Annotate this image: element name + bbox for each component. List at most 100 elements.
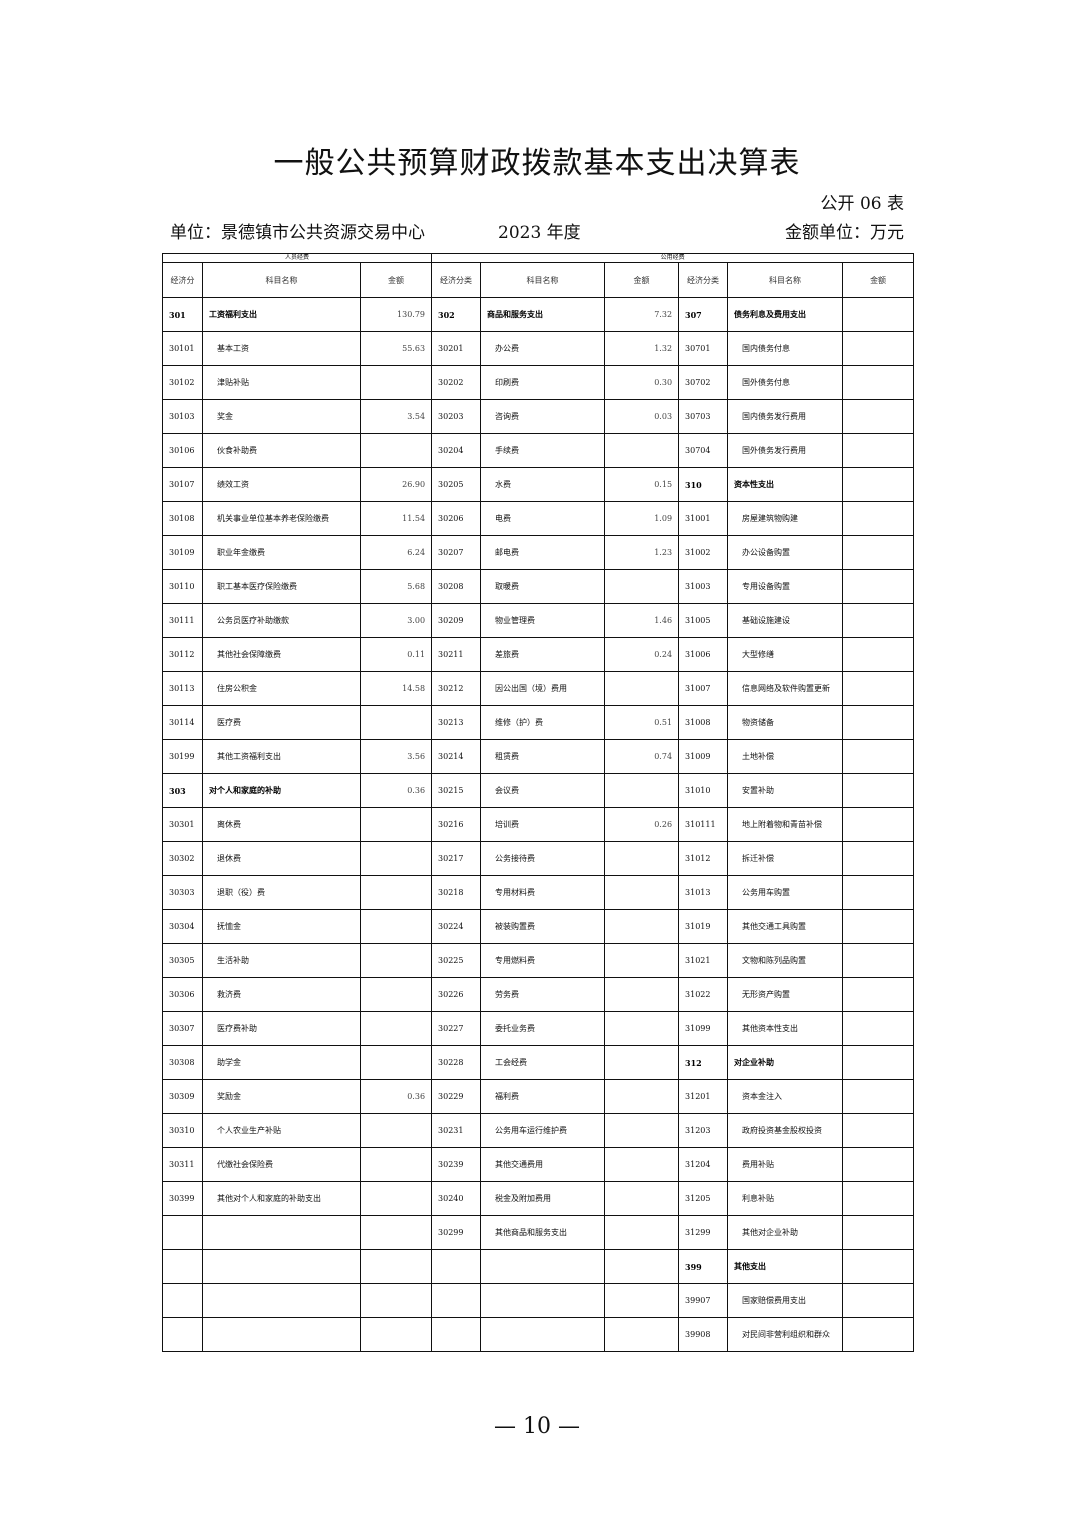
cell-amount [842, 535, 915, 570]
cell-code: 301 [162, 297, 203, 332]
cell-amount: 0.74 [604, 739, 680, 774]
table-row: 30101 基本工资 55.63 30201 办公费 1.32 30701 国内债务付息 [162, 331, 915, 366]
cell-code: 31003 [678, 569, 729, 604]
cell-name [202, 1249, 361, 1284]
cell-code: 30102 [162, 365, 203, 400]
cell-name: 个人农业生产补贴 [202, 1113, 361, 1148]
cell-amount [604, 1215, 680, 1250]
cell-name: 工资福利支出 [202, 297, 361, 332]
cell-name [202, 1283, 361, 1318]
cell-name: 地上附着物和青苗补偿 [727, 807, 844, 842]
table-row: 30307 医疗费补助 30227 委托业务费 31099 其他资本性支出 [162, 1011, 915, 1046]
cell-code: 30306 [162, 977, 203, 1012]
cell-amount [842, 1181, 915, 1216]
cell-code: 31013 [678, 875, 729, 910]
cell-name: 奖励金 [202, 1079, 361, 1114]
cell-code: 30202 [431, 365, 482, 400]
cell-code: 30206 [431, 501, 482, 536]
cell-code [162, 1215, 203, 1250]
cell-code: 31007 [678, 671, 729, 706]
cell-code: 303 [162, 773, 203, 808]
cell-amount: 1.23 [604, 535, 680, 570]
cell-amount [842, 331, 915, 366]
cell-name: 资本性支出 [727, 467, 844, 502]
column-header: 科目名称 [202, 262, 361, 298]
cell-amount: 0.03 [604, 399, 680, 434]
cell-code: 30205 [431, 467, 482, 502]
cell-code: 31002 [678, 535, 729, 570]
cell-amount: 0.51 [604, 705, 680, 740]
cell-name: 取暖费 [480, 569, 606, 604]
cell-amount: 55.63 [359, 331, 433, 366]
cell-amount: 130.79 [359, 297, 433, 332]
column-header: 金额 [359, 262, 433, 298]
cell-name: 救济费 [202, 977, 361, 1012]
cell-code: 30214 [431, 739, 482, 774]
cell-code: 31021 [678, 943, 729, 978]
cell-code: 39908 [678, 1317, 729, 1352]
cell-code: 30299 [431, 1215, 482, 1250]
cell-amount [842, 501, 915, 536]
cell-amount [842, 773, 915, 808]
table-row: 30302 退休费 30217 公务接待费 31012 拆迁补偿 [162, 841, 915, 876]
cell-amount [604, 1079, 680, 1114]
cell-code: 31201 [678, 1079, 729, 1114]
cell-code: 310 [678, 467, 729, 502]
cell-code: 30303 [162, 875, 203, 910]
cell-code: 30107 [162, 467, 203, 502]
column-header: 经济分类 [678, 262, 729, 298]
cell-code: 39907 [678, 1283, 729, 1318]
cell-code: 30225 [431, 943, 482, 978]
cell-name: 住房公积金 [202, 671, 361, 706]
cell-code: 30701 [678, 331, 729, 366]
cell-code: 30229 [431, 1079, 482, 1114]
cell-amount [359, 1011, 433, 1046]
cell-amount: 0.36 [359, 1079, 433, 1114]
table-row: 30108 机关事业单位基本养老保险缴费 11.54 30206 电费 1.09 31001… [162, 501, 915, 536]
cell-amount [604, 977, 680, 1012]
cell-name: 医疗费 [202, 705, 361, 740]
cell-name: 专用材料费 [480, 875, 606, 910]
table-row: 30301 离休费 30216 培训费 0.26 310111 地上附着物和青苗补偿 [162, 807, 915, 842]
group-header-row: 人员经费 公用经费 [161, 253, 915, 263]
cell-name: 资本金注入 [727, 1079, 844, 1114]
cell-code: 30103 [162, 399, 203, 434]
cell-amount [842, 807, 915, 842]
cell-code: 31008 [678, 705, 729, 740]
cell-code: 30203 [431, 399, 482, 434]
cell-amount [842, 705, 915, 740]
cell-name: 医疗费补助 [202, 1011, 361, 1046]
cell-code: 31099 [678, 1011, 729, 1046]
cell-amount: 1.09 [604, 501, 680, 536]
cell-name: 拆迁补偿 [727, 841, 844, 876]
cell-amount: 7.32 [604, 297, 680, 332]
cell-name: 国家赔偿费用支出 [727, 1283, 844, 1318]
cell-code: 31005 [678, 603, 729, 638]
cell-code: 30204 [431, 433, 482, 468]
cell-code: 307 [678, 297, 729, 332]
cell-code: 30703 [678, 399, 729, 434]
cell-code: 30304 [162, 909, 203, 944]
cell-amount [359, 705, 433, 740]
cell-amount: 5.68 [359, 569, 433, 604]
table-row: 30114 医疗费 30213 维修（护）费 0.51 31008 物资储备 [162, 705, 915, 740]
cell-name: 土地补偿 [727, 739, 844, 774]
cell-amount [604, 671, 680, 706]
cell-code [162, 1249, 203, 1284]
cell-amount [842, 433, 915, 468]
cell-code: 31012 [678, 841, 729, 876]
cell-code: 31019 [678, 909, 729, 944]
cell-amount [359, 433, 433, 468]
cell-name: 津贴补贴 [202, 365, 361, 400]
cell-name: 国外债务发行费用 [727, 433, 844, 468]
cell-code: 31204 [678, 1147, 729, 1182]
column-header: 科目名称 [727, 262, 844, 298]
table-row: 30110 职工基本医疗保险缴费 5.68 30208 取暖费 31003 专用设备购置 [162, 569, 915, 604]
cell-name [202, 1215, 361, 1250]
cell-name: 劳务费 [480, 977, 606, 1012]
cell-name: 工会经费 [480, 1045, 606, 1080]
table-row: 39908 对民间非营利组织和群众 [162, 1317, 915, 1352]
cell-amount [359, 1181, 433, 1216]
cell-name: 租赁费 [480, 739, 606, 774]
cell-name: 生活补助 [202, 943, 361, 978]
